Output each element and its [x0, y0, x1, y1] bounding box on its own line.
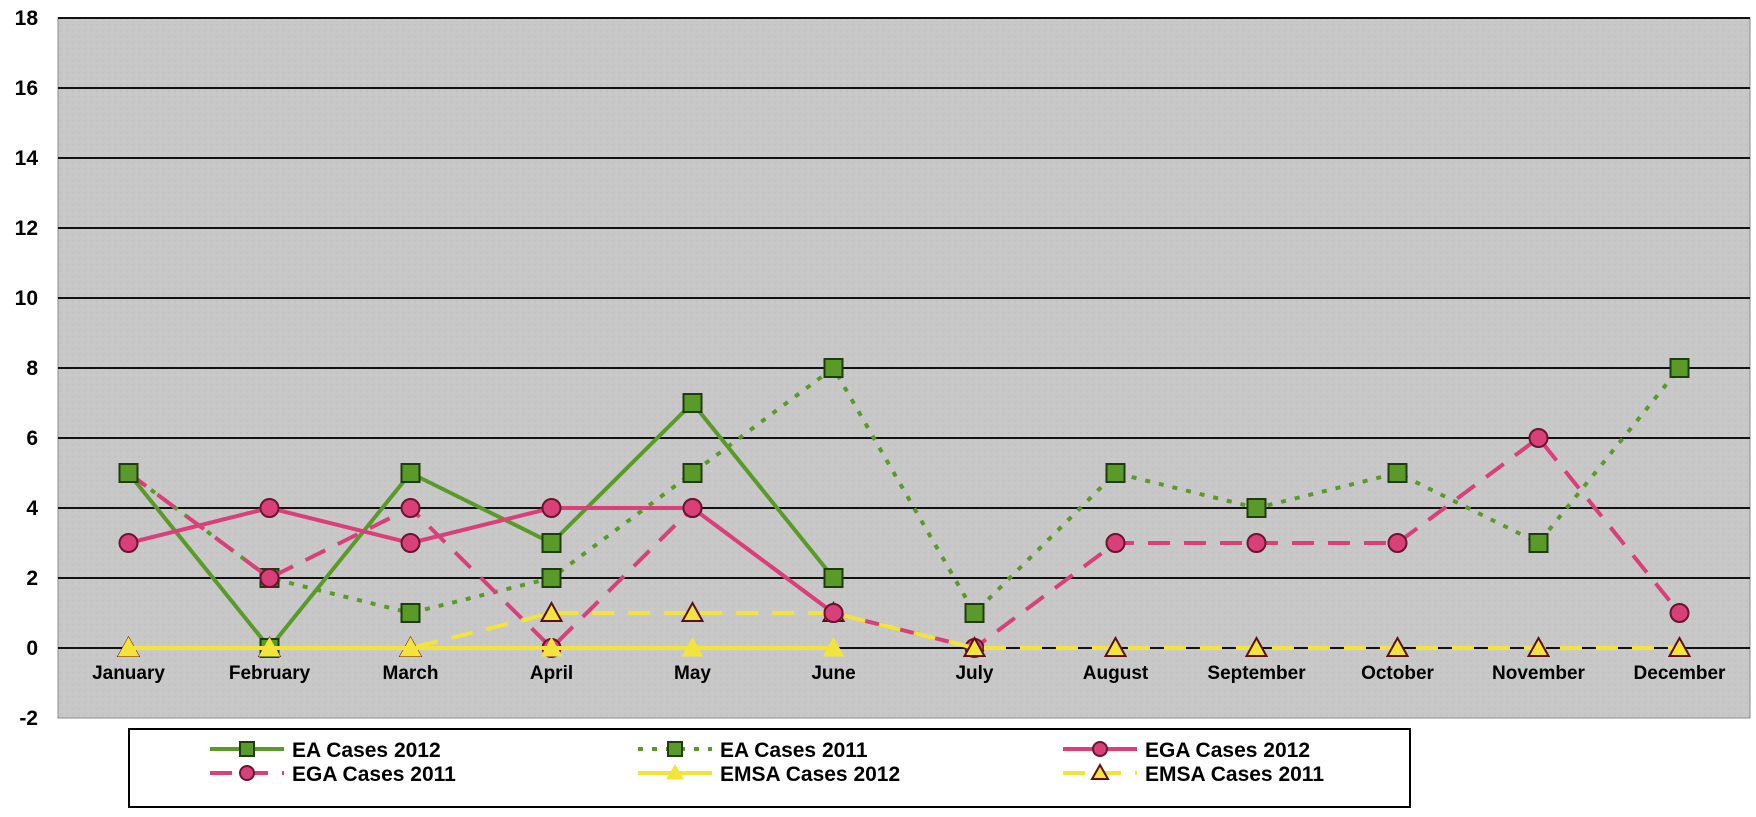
triangle-outline-marker — [680, 600, 705, 622]
circle-marker — [1528, 428, 1549, 448]
triangle-outline-marker — [1103, 635, 1128, 657]
square-marker — [1528, 533, 1549, 553]
triangle-marker — [117, 636, 140, 657]
x-tick-label: April — [530, 663, 573, 684]
square-marker — [667, 741, 683, 757]
triangle-outline-marker — [962, 635, 987, 657]
x-tick-label: December — [1634, 663, 1726, 684]
square-marker — [823, 358, 844, 378]
square-marker — [823, 568, 844, 588]
triangle-marker — [666, 763, 684, 780]
y-tick-label: 2 — [26, 567, 38, 590]
legend-label: EGA Cases 2011 — [292, 763, 456, 786]
x-tick-label: November — [1492, 663, 1586, 684]
x-tick-label: January — [92, 663, 165, 684]
square-marker — [1387, 463, 1408, 483]
x-tick-label: August — [1083, 663, 1149, 684]
series-emsa-cases-2012 — [117, 636, 845, 657]
legend-label: EA Cases 2011 — [720, 739, 868, 762]
x-tick-label: May — [674, 663, 711, 684]
series-line — [128, 506, 835, 615]
y-tick-label: 16 — [15, 77, 38, 100]
circle-marker — [400, 498, 421, 518]
circle-marker — [1246, 533, 1267, 553]
triangle-outline-marker — [1244, 635, 1269, 657]
triangle-outline-marker — [1090, 762, 1110, 780]
y-tick-label: 0 — [26, 637, 38, 660]
circle-marker — [1105, 533, 1126, 553]
legend-label: EMSA Cases 2011 — [1145, 763, 1324, 786]
legend-item: EGA Cases 2011 — [210, 763, 456, 786]
square-marker — [682, 463, 703, 483]
triangle-outline-marker — [539, 600, 564, 622]
circle-marker — [1387, 533, 1408, 553]
circle-marker — [239, 765, 255, 781]
series-ega-cases-2012 — [118, 498, 844, 623]
circle-marker — [682, 498, 703, 518]
y-tick-label: 4 — [26, 497, 38, 520]
y-tick-label: 8 — [26, 357, 38, 380]
square-marker — [118, 463, 139, 483]
circle-marker — [1092, 741, 1108, 757]
x-axis: January February March April May June July Augu… — [92, 663, 1726, 684]
square-marker — [1246, 498, 1267, 518]
x-tick-label: March — [383, 663, 439, 684]
square-marker — [541, 568, 562, 588]
triangle-marker — [258, 636, 281, 657]
triangle-marker — [822, 636, 845, 657]
series-line — [126, 401, 836, 650]
legend-item: EMSA Cases 2011 — [1063, 762, 1324, 786]
circle-marker — [259, 568, 280, 588]
circle-marker — [118, 533, 139, 553]
triangle-outline-marker — [1526, 635, 1551, 657]
y-tick-label: 14 — [15, 147, 39, 170]
triangle-marker — [399, 636, 422, 657]
x-tick-label: September — [1207, 663, 1306, 684]
legend-item: EA Cases 2011 — [638, 739, 868, 762]
legend-item: EMSA Cases 2012 — [638, 763, 900, 786]
series-group — [116, 358, 1692, 658]
circle-marker — [400, 533, 421, 553]
square-marker — [964, 603, 985, 623]
square-marker — [541, 533, 562, 553]
y-tick-label: 10 — [15, 287, 38, 310]
y-tick-label: 6 — [26, 427, 38, 450]
triangle-outline-marker — [1667, 635, 1692, 657]
square-marker — [239, 741, 255, 757]
square-marker — [400, 603, 421, 623]
square-marker — [682, 393, 703, 413]
y-tick-label: 12 — [15, 217, 38, 240]
y-axis: -2 0 2 4 6 8 10 12 14 16 18 — [15, 7, 39, 730]
legend: EA Cases 2012 EA Cases 2011 EGA Cases 2012… — [128, 728, 1411, 808]
x-tick-label: October — [1361, 663, 1434, 684]
circle-marker — [823, 603, 844, 623]
circle-marker — [541, 498, 562, 518]
circle-marker — [259, 498, 280, 518]
legend-item: EGA Cases 2012 — [1063, 739, 1310, 762]
x-tick-label: June — [811, 663, 855, 684]
legend-label: EGA Cases 2012 — [1145, 739, 1310, 762]
series-line — [127, 436, 1682, 650]
y-tick-label: -2 — [19, 707, 38, 730]
y-tick-label: 18 — [15, 7, 39, 30]
x-tick-label: February — [229, 663, 311, 684]
legend-label: EA Cases 2012 — [292, 739, 441, 762]
triangle-outline-marker — [1385, 635, 1410, 657]
legend-item: EA Cases 2012 — [210, 739, 441, 762]
circle-marker — [1669, 603, 1690, 623]
legend-label: EMSA Cases 2012 — [720, 763, 900, 786]
legend-box — [128, 728, 1411, 808]
square-marker — [1669, 358, 1690, 378]
square-marker — [1105, 463, 1126, 483]
triangle-marker — [681, 636, 704, 657]
series-line — [127, 366, 1682, 615]
x-tick-label: July — [955, 663, 993, 684]
square-marker — [400, 463, 421, 483]
triangle-marker — [540, 636, 563, 657]
